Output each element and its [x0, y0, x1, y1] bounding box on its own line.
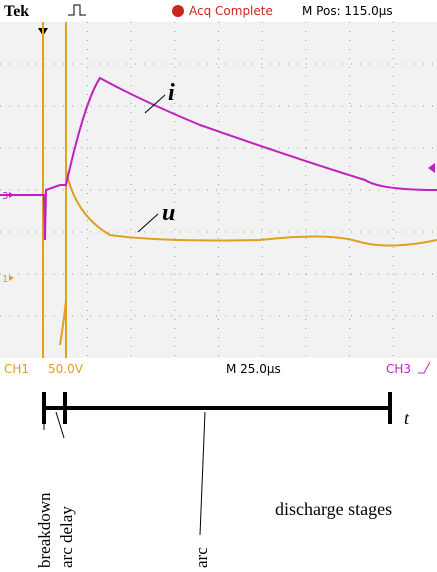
timeline-title: discharge stages	[275, 499, 392, 519]
stage-label: arc delay	[57, 506, 76, 568]
ch3-label: CH3	[386, 362, 411, 376]
stage-label: breakdown	[35, 492, 54, 568]
page: Tek Acq Complete M Pos: 115.0µs i u 3 1 …	[0, 0, 437, 572]
stage-pointer	[56, 412, 64, 438]
ch1-marker: 1	[2, 274, 8, 285]
brand: Tek	[4, 3, 29, 20]
ch1-scale: 50.0V	[48, 362, 84, 376]
voltage-label: u	[162, 200, 175, 226]
stage-pointer	[200, 412, 205, 535]
screenshot: Tek Acq Complete M Pos: 115.0µs i u 3 1 …	[0, 0, 437, 572]
position: M Pos: 115.0µs	[302, 4, 393, 18]
status-dot	[172, 5, 184, 17]
current-label: i	[168, 80, 175, 106]
ch1-label: CH1	[4, 362, 29, 376]
stage-label: arc	[192, 547, 211, 568]
ch3-marker: 3	[2, 191, 8, 202]
timebase: M 25.0µs	[226, 362, 281, 376]
status: Acq Complete	[189, 4, 273, 18]
time-axis-label: t	[404, 408, 410, 428]
